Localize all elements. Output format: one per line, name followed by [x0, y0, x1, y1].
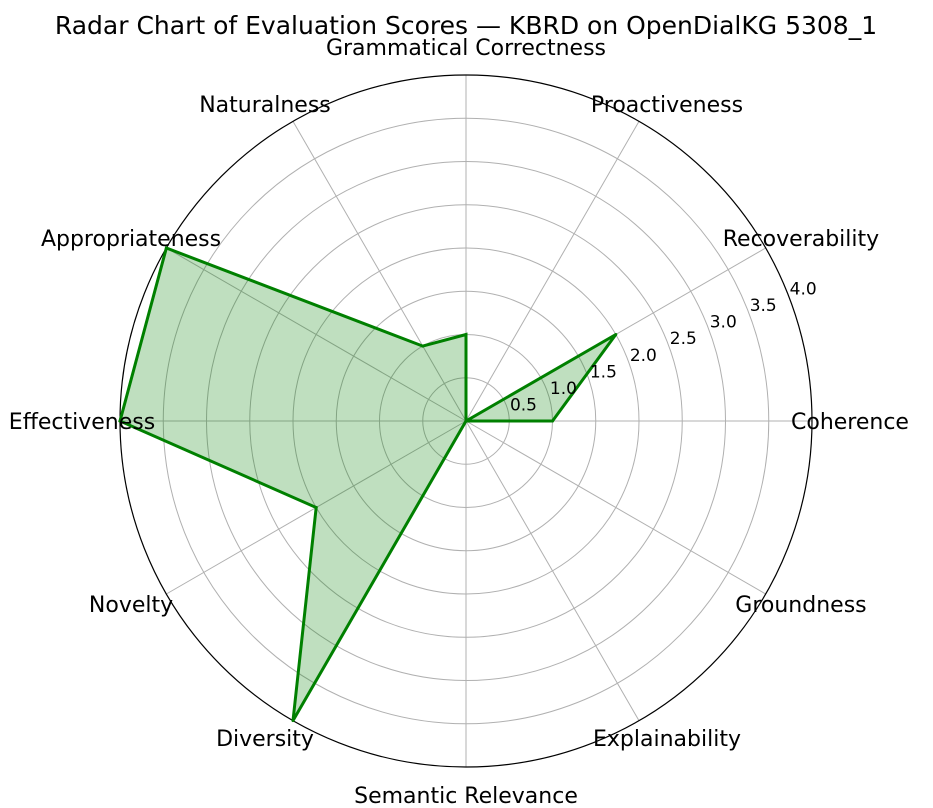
- axis-label-recoverability: Recoverability: [723, 227, 879, 252]
- axis-label-layer: Coherence Recoverability Proactiveness Gram…: [9, 36, 909, 808]
- axis-label-effectiveness: Effectiveness: [9, 410, 155, 435]
- r-tick-label: 3.5: [750, 296, 777, 316]
- grid-spoke: [465, 121, 640, 422]
- r-tick-label: 0.5: [510, 395, 537, 415]
- grid-spoke: [465, 420, 766, 595]
- axis-label-semantic-relevance: Semantic Relevance: [354, 784, 578, 808]
- data-point-novelty: [314, 506, 318, 509]
- data-point-coherence: [551, 419, 554, 423]
- axis-label-grammatical-correctness: Grammatical Correctness: [326, 36, 606, 61]
- axis-label-explainability: Explainability: [593, 727, 741, 752]
- r-tick-label: 4.0: [790, 280, 817, 300]
- tick-layer: 0.5 1.0 1.5 2.0 2.5 3.0 3.5 4.0: [510, 280, 817, 416]
- r-tick-label: 2.5: [670, 329, 697, 349]
- data-point-recoverability: [614, 333, 618, 336]
- data-point-effectiveness: [118, 419, 122, 423]
- axis-label-coherence: Coherence: [791, 410, 909, 435]
- data-point-appropriateness: [164, 246, 168, 250]
- axis-label-naturalness: Naturalness: [199, 93, 331, 118]
- axis-label-proactiveness: Proactiveness: [591, 93, 743, 118]
- data-point-naturalness: [421, 344, 425, 348]
- axis-label-novelty: Novelty: [89, 593, 173, 618]
- r-tick-label: 1.5: [590, 362, 617, 382]
- r-tick-label: 3.0: [710, 313, 737, 333]
- axis-label-appropriateness: Appropriateness: [41, 227, 221, 252]
- axis-label-diversity: Diversity: [216, 727, 314, 752]
- axis-label-groundness: Groundness: [735, 593, 866, 618]
- r-tick-label: 2.0: [630, 346, 657, 366]
- series-fill: [120, 248, 616, 721]
- grid-spoke: [166, 247, 467, 422]
- chart-title: Radar Chart of Evaluation Scores — KBRD …: [55, 11, 877, 40]
- data-point-groundness: [464, 419, 468, 423]
- data-point-grammatical-correctness: [464, 333, 468, 336]
- r-tick-label: 1.0: [550, 379, 577, 399]
- data-point-diversity: [291, 719, 295, 723]
- series-layer: [118, 246, 618, 723]
- grid-spoke: [292, 121, 467, 422]
- grid-spoke: [465, 420, 640, 721]
